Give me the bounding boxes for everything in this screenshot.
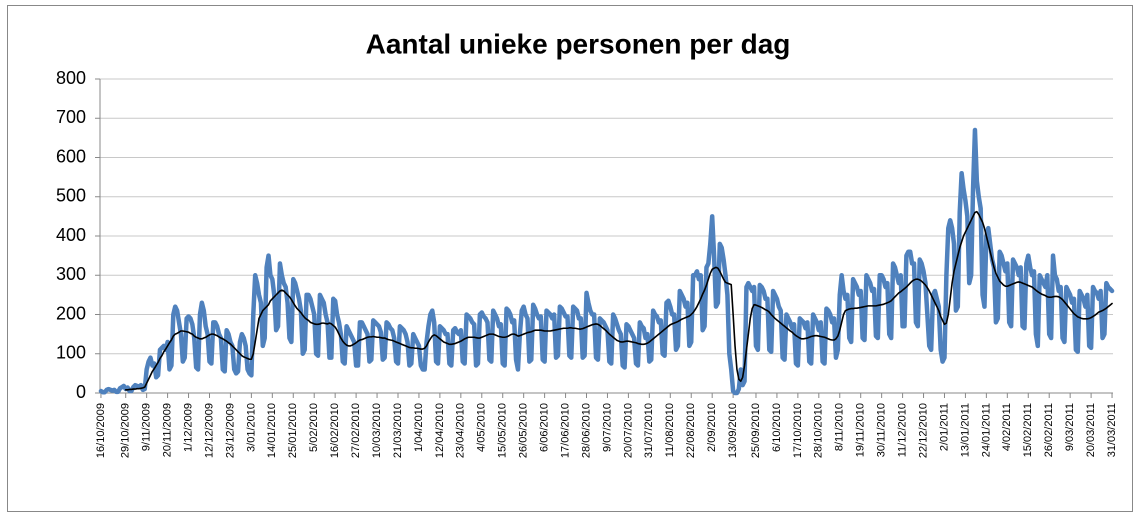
x-tick-label: 2/09/2010 <box>706 403 718 452</box>
y-tick-label: 500 <box>56 186 86 206</box>
x-tick-label: 31/03/2011 <box>1106 403 1118 457</box>
x-tick-label: 23/12/2009 <box>224 403 236 458</box>
x-tick-label: 16/10/2009 <box>95 403 107 458</box>
x-tick-label: 26/05/2010 <box>518 403 530 458</box>
x-tick-label: 22/12/2010 <box>917 403 929 458</box>
x-tick-label: 6/10/2010 <box>771 403 783 452</box>
x-tick-label: 14/01/2010 <box>266 403 278 458</box>
y-tick-label: 800 <box>56 68 86 88</box>
x-tick-label: 13/01/2011 <box>959 403 971 457</box>
x-tick-label: 23/04/2010 <box>455 403 467 458</box>
x-tick-label: 9/07/2010 <box>601 403 613 452</box>
series-line <box>124 210 1113 391</box>
x-tick-label: 17/06/2010 <box>559 403 571 458</box>
x-tick-label: 20/11/2009 <box>162 403 174 457</box>
x-tick-label: 19/11/2010 <box>855 403 867 457</box>
x-tick-label: 11/12/2010 <box>896 403 908 457</box>
x-tick-label: 12/04/2010 <box>434 403 446 458</box>
y-tick-label: 100 <box>56 343 86 363</box>
x-tick-label: 16/02/2010 <box>329 403 341 458</box>
x-tick-label: 20/07/2010 <box>622 403 634 458</box>
x-tick-label: 1/04/2010 <box>413 403 425 452</box>
x-tick-label: 8/11/2010 <box>834 403 846 451</box>
x-tick-label: 6/06/2010 <box>539 403 551 452</box>
x-tick-label: 22/08/2010 <box>685 403 697 458</box>
x-tick-label: 24/01/2011 <box>980 403 992 457</box>
x-tick-label: 4/02/2011 <box>1001 403 1013 451</box>
x-tick-label: 21/03/2010 <box>392 403 404 458</box>
x-tick-label: 25/09/2010 <box>750 403 762 458</box>
x-tick-label: 17/10/2010 <box>792 403 804 458</box>
x-tick-label: 31/07/2010 <box>643 403 655 458</box>
x-tick-label: 13/09/2010 <box>727 403 739 458</box>
chart-title: Aantal unieke personen per dag <box>366 28 791 59</box>
x-tick-label: 27/02/2010 <box>350 403 362 458</box>
x-tick-label: 10/03/2010 <box>371 403 383 458</box>
y-tick-label: 200 <box>56 303 86 323</box>
x-tick-label: 12/12/2009 <box>203 403 215 458</box>
x-tick-label: 28/10/2010 <box>813 403 825 458</box>
y-tick-label: 0 <box>76 382 86 402</box>
x-tick-label: 1/12/2009 <box>182 403 194 452</box>
x-tick-label: 28/06/2010 <box>580 403 592 458</box>
series-line <box>98 127 1115 396</box>
x-tick-label: 29/10/2009 <box>120 403 132 458</box>
x-tick-label: 20/03/2011 <box>1085 403 1097 457</box>
x-tick-label: 26/02/2011 <box>1043 403 1055 457</box>
x-tick-label: 15/02/2011 <box>1022 403 1034 457</box>
y-tick-label: 600 <box>56 146 86 166</box>
y-tick-label: 400 <box>56 225 86 245</box>
y-tick-label: 700 <box>56 107 86 127</box>
y-tick-label: 300 <box>56 264 86 284</box>
x-tick-label: 9/11/2009 <box>141 403 153 451</box>
x-tick-label: 9/03/2011 <box>1064 403 1076 451</box>
x-tick-label: 3/01/2010 <box>245 403 257 452</box>
x-tick-label: 15/05/2010 <box>497 403 509 458</box>
x-tick-label: 4/05/2010 <box>476 403 488 452</box>
x-tick-label: 30/11/2010 <box>876 403 888 457</box>
x-tick-label: 25/01/2010 <box>287 403 299 458</box>
x-tick-label: 11/08/2010 <box>664 403 676 457</box>
x-tick-label: 5/02/2010 <box>308 403 320 452</box>
x-tick-label: 2/01/2011 <box>938 403 950 451</box>
